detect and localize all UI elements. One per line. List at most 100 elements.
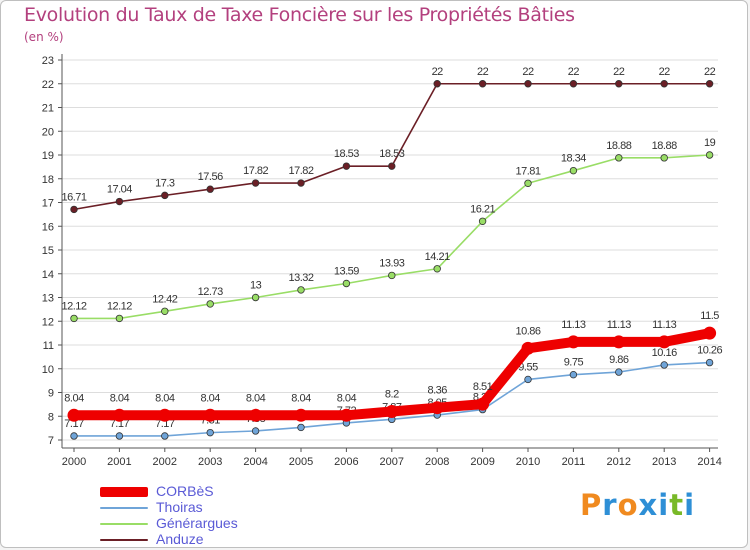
data-label-thoiras: 7.17: [155, 418, 175, 430]
data-label-corbès: 8.04: [291, 392, 311, 404]
data-label-anduze: 22: [704, 66, 716, 78]
data-label-anduze: 16.71: [61, 191, 86, 203]
data-point-thoiras: [70, 432, 78, 440]
data-point-corbès: [294, 408, 308, 422]
y-tick-label: 23: [42, 55, 54, 67]
data-point-anduze: [478, 80, 487, 88]
x-tick-label: 2006: [334, 456, 358, 468]
data-point-corbès: [67, 408, 81, 422]
data-label-anduze: 17.04: [107, 184, 132, 196]
data-point-anduze: [342, 162, 351, 170]
y-tick-label: 16: [42, 221, 54, 233]
x-tick-label: 2013: [652, 456, 676, 468]
y-tick-label: 7: [48, 435, 54, 447]
data-label-corbès: 8.04: [110, 392, 130, 404]
data-label-corbès: 8.2: [385, 389, 399, 401]
x-tick-label: 2009: [470, 456, 494, 468]
data-point-thoiras: [161, 432, 169, 440]
legend-label: Anduze: [156, 531, 204, 547]
data-label-générargues: 18.34: [561, 153, 586, 165]
data-label-corbès: 8.04: [337, 392, 357, 404]
data-point-anduze: [615, 80, 623, 88]
proxiti-logo: Proxiti: [580, 488, 695, 522]
data-label-anduze: 17.56: [198, 171, 223, 183]
legend-swatch: [100, 507, 148, 509]
logo-letter: P: [580, 488, 603, 522]
data-point-thoiras: [251, 427, 260, 435]
data-point-anduze: [115, 197, 124, 206]
data-point-générargues: [342, 279, 351, 288]
x-tick-label: 2001: [107, 456, 131, 468]
y-tick-label: 12: [42, 316, 54, 328]
data-label-corbès: 8.36: [427, 385, 447, 397]
x-tick-label: 2000: [62, 456, 86, 468]
data-label-anduze: 22: [659, 66, 671, 78]
y-tick-label: 15: [42, 245, 54, 257]
data-label-corbès: 11.13: [607, 319, 632, 331]
data-point-corbès: [249, 408, 263, 422]
logo-letter: t: [669, 488, 685, 522]
legend-swatch: [100, 539, 148, 541]
data-label-anduze: 17.82: [243, 165, 268, 177]
data-label-thoiras: 9.55: [518, 361, 538, 373]
chart-title: Evolution du Taux de Taxe Foncière sur l…: [24, 4, 575, 26]
data-point-anduze: [251, 179, 260, 187]
legend-label: Générargues: [156, 515, 238, 531]
logo-letter: x: [638, 488, 659, 522]
data-point-générargues: [161, 307, 169, 315]
legend-swatch: [100, 523, 148, 525]
data-label-générargues: 16.21: [470, 203, 495, 215]
x-tick-label: 2014: [697, 456, 721, 468]
data-point-thoiras: [615, 368, 623, 376]
data-point-générargues: [660, 154, 668, 162]
data-label-anduze: 22: [522, 66, 534, 78]
data-point-corbès: [203, 408, 217, 422]
data-point-générargues: [115, 314, 124, 323]
data-label-anduze: 17.3: [155, 177, 175, 189]
data-label-générargues: 13: [250, 280, 262, 292]
data-point-anduze: [705, 80, 714, 88]
data-label-anduze: 22: [568, 66, 580, 78]
data-label-anduze: 22: [477, 66, 489, 78]
x-tick-label: 2012: [607, 456, 631, 468]
data-point-générargues: [524, 179, 532, 187]
data-label-corbès: 8.51: [473, 381, 493, 393]
y-tick-label: 22: [42, 79, 54, 91]
data-point-thoiras: [115, 432, 124, 440]
y-tick-label: 10: [42, 364, 54, 376]
legend-swatch: [100, 487, 148, 497]
logo-letter: i: [658, 488, 670, 522]
data-point-anduze: [161, 191, 169, 200]
data-point-anduze: [206, 185, 214, 193]
data-label-générargues: 14.21: [425, 251, 450, 263]
data-label-anduze: 17.82: [288, 165, 313, 177]
logo-letter: r: [602, 488, 618, 522]
data-label-thoiras: 9.75: [564, 357, 584, 369]
data-label-corbès: 8.04: [64, 392, 84, 404]
data-label-anduze: 18.53: [379, 148, 404, 160]
x-tick-label: 2008: [425, 456, 449, 468]
data-label-corbès: 10.86: [515, 325, 540, 337]
data-point-générargues: [478, 217, 487, 225]
y-tick-label: 13: [42, 293, 54, 305]
chart-unit: (en %): [24, 30, 64, 44]
data-label-anduze: 22: [432, 66, 444, 78]
data-point-générargues: [251, 293, 260, 302]
data-label-anduze: 22: [613, 66, 625, 78]
legend-label: CORBèS: [156, 483, 214, 499]
data-label-générargues: 17.81: [515, 165, 540, 177]
data-label-thoiras: 7.17: [64, 418, 84, 430]
data-label-corbès: 8.04: [200, 392, 220, 404]
data-label-générargues: 18.88: [652, 140, 677, 152]
data-point-anduze: [297, 179, 305, 187]
data-point-générargues: [297, 286, 305, 294]
data-label-corbès: 11.5: [700, 310, 719, 322]
x-tick-label: 2005: [289, 456, 313, 468]
data-label-générargues: 12.42: [152, 293, 177, 305]
data-point-générargues: [388, 271, 396, 280]
data-point-anduze: [433, 80, 441, 88]
data-label-générargues: 13.93: [379, 257, 404, 269]
data-point-anduze: [388, 162, 396, 170]
data-point-corbès: [385, 405, 399, 418]
